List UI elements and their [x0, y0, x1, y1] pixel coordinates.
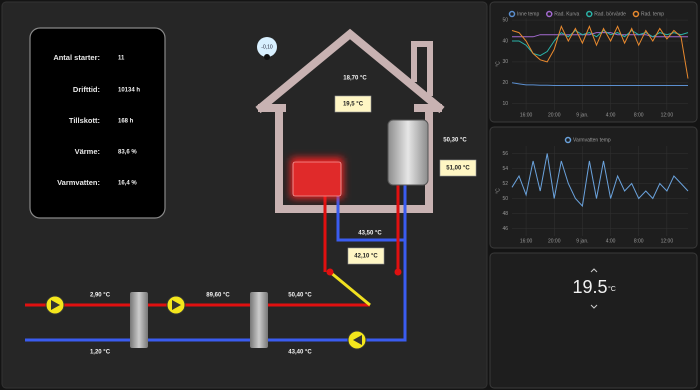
x-tick-label: 8:00	[634, 238, 644, 244]
up-button[interactable]	[590, 268, 598, 273]
water-heater	[387, 119, 429, 186]
y-tick-label: 10	[502, 101, 508, 107]
temp-label: 2,90 °C	[90, 293, 111, 299]
legend-swatch	[546, 10, 553, 18]
x-tick-label: 20:00	[548, 238, 561, 244]
temp-label: 50,40 °C	[288, 293, 312, 299]
status-label: Varmvatten:	[57, 178, 100, 187]
outdoor-badge	[257, 37, 277, 57]
status-label: Antal starter:	[53, 53, 100, 62]
radiator	[292, 161, 342, 197]
series-line	[512, 32, 688, 38]
x-tick-label: 4:00	[606, 112, 616, 118]
x-tick-label: 9 jan.	[576, 238, 588, 244]
x-tick-label: 4:00	[606, 238, 616, 244]
x-tick-label: 16:00	[520, 238, 533, 244]
legend-swatch	[508, 10, 516, 18]
temp-box	[334, 95, 372, 113]
series-line	[511, 25, 689, 79]
y-tick-label: 50	[502, 17, 508, 23]
thermostat-value: 19.5	[572, 277, 607, 297]
series-line	[511, 153, 689, 208]
status-label: Tillskott:	[69, 116, 100, 125]
temp-box-label: 51,00 °C	[446, 166, 470, 172]
pump	[166, 295, 186, 315]
temp-label: 50,30 °C	[443, 138, 467, 144]
down-button[interactable]	[590, 304, 598, 309]
temp-label: 43,40 °C	[288, 350, 312, 356]
thermostat-card	[489, 252, 698, 389]
legend-label: Varmvatten temp	[573, 137, 611, 143]
temp-label: 89,60 °C	[206, 293, 230, 299]
status-label: Värme:	[75, 147, 100, 156]
heat-exchanger	[250, 292, 268, 348]
temp-label: 1,20 °C	[90, 350, 111, 356]
series-line	[512, 29, 689, 57]
status-value: 83,6 %	[118, 150, 137, 156]
outdoor-temp: -0,10	[261, 44, 273, 50]
pump	[45, 295, 65, 315]
legend-label: Rad. börvärde	[594, 11, 626, 17]
legend-swatch	[564, 136, 572, 144]
heat-exchanger	[130, 292, 148, 348]
y-tick-label: 50	[502, 196, 508, 202]
status-rows: Antal starter: 11 Drifttid: 10134 h Tillskot…	[53, 53, 140, 187]
temp-label: 43,50 °C	[358, 231, 382, 237]
x-tick-label: 12:00	[661, 112, 674, 118]
x-tick-label: 20:00	[548, 112, 561, 118]
y-tick-label: 56	[502, 151, 508, 157]
status-label: Drifttid:	[73, 85, 100, 94]
temp-box	[439, 159, 477, 177]
legend-label: Inne temp	[517, 11, 539, 17]
temp-label: 18,70 °C	[343, 76, 367, 82]
valve-point	[326, 268, 334, 276]
outdoor-icon	[264, 54, 270, 60]
legend-label: Rad. temp	[641, 11, 664, 17]
chart-card	[489, 126, 698, 249]
status-value: 168 h	[118, 119, 134, 125]
y-axis-label: °C	[495, 61, 501, 67]
legend-label: Rad. Kurva	[554, 11, 579, 17]
status-value: 11	[118, 56, 125, 62]
y-tick-label: 46	[502, 226, 508, 232]
house	[255, 28, 445, 213]
y-tick-label: 52	[502, 181, 508, 187]
pump	[347, 330, 367, 350]
y-axis-label: °C	[495, 188, 501, 194]
temp-box-label: 42,10 °C	[354, 254, 378, 260]
y-tick-label: 40	[502, 38, 508, 44]
temp-box	[347, 247, 385, 265]
legend-swatch	[586, 10, 593, 18]
x-tick-label: 8:00	[634, 112, 644, 118]
y-tick-label: 30	[502, 59, 508, 65]
x-tick-label: 9 jan.	[576, 112, 588, 118]
temp-box-label: 19,5 °C	[343, 102, 364, 108]
valve-point	[394, 268, 402, 276]
series-line	[511, 82, 688, 86]
y-tick-label: 20	[502, 80, 508, 86]
y-tick-label: 48	[502, 211, 508, 217]
x-tick-label: 12:00	[661, 238, 674, 244]
pipes	[23, 185, 407, 342]
status-value: 16,4 %	[118, 181, 137, 187]
status-value: 10134 h	[118, 88, 140, 94]
thermostat-unit: °C	[608, 285, 616, 293]
y-tick-label: 54	[502, 166, 508, 172]
legend-swatch	[632, 10, 640, 18]
status-box	[29, 27, 166, 219]
x-tick-label: 16:00	[520, 112, 533, 118]
diagram-labels: 18,70 °C 50,30 °C 43,50 °C 2,90 °C 89,60 °C 5…	[90, 76, 477, 356]
